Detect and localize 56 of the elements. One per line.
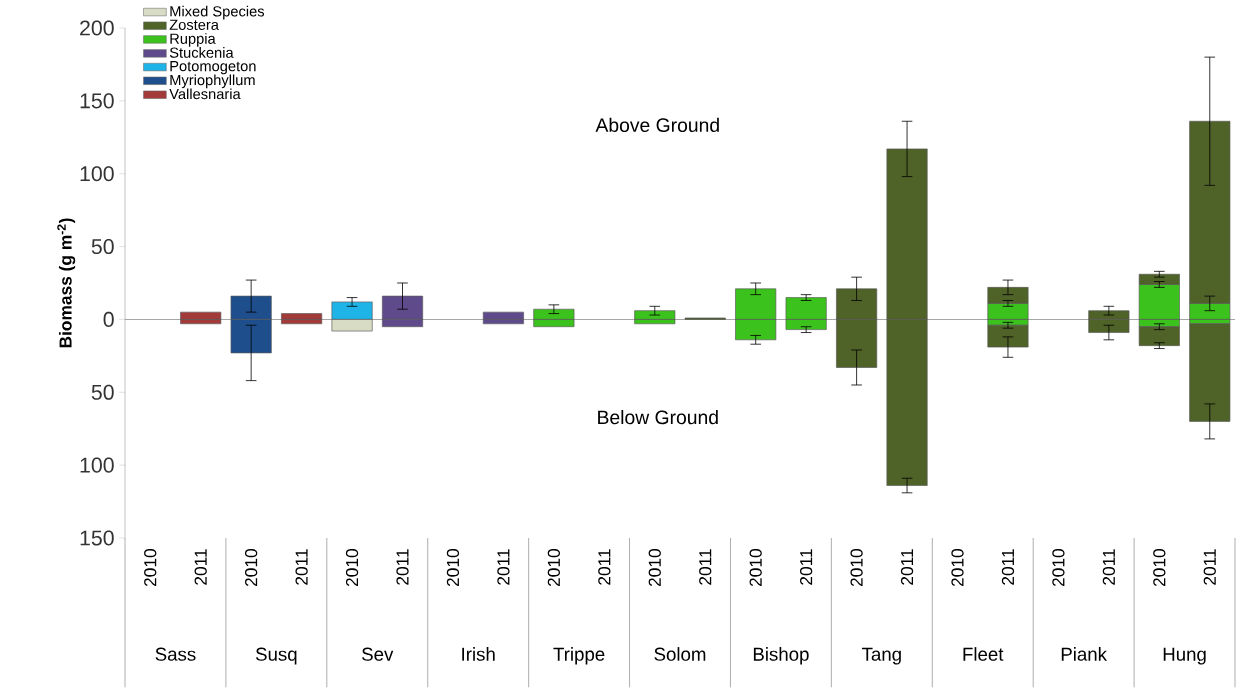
legend-label: Vallesnaria xyxy=(169,88,241,100)
y-tick-label: 200 xyxy=(80,20,114,36)
x-tick-label: 2010 xyxy=(648,549,661,587)
x-tick-label: 2010 xyxy=(1153,549,1166,587)
y-axis-title: Biomass (g m$^{-2}$) xyxy=(57,218,76,348)
bar xyxy=(281,313,323,320)
x-tick-label: 2010 xyxy=(1052,549,1065,587)
text: Sev xyxy=(362,647,394,661)
x-tick-label: 2010 xyxy=(951,549,964,587)
x-tick-label: 2011 xyxy=(598,549,611,585)
y-tick-label: 100 xyxy=(80,166,114,182)
text: Hung xyxy=(1163,647,1206,665)
y-tick-label: 150 xyxy=(80,93,114,109)
y-tick-label: 150 xyxy=(80,530,114,546)
x-tick-label: 2010 xyxy=(850,549,863,587)
bar xyxy=(180,311,222,320)
x-tick-label: 2011 xyxy=(396,549,409,585)
bar xyxy=(482,311,524,320)
legend-label: Myriophyllum xyxy=(170,74,255,89)
bar xyxy=(634,310,676,320)
y-tick-label: 0 xyxy=(103,311,114,327)
x-tick-label: 2010 xyxy=(345,549,359,587)
text: Bishop xyxy=(753,647,809,665)
x-tick-label: 2011 xyxy=(1203,549,1216,585)
text: Piank xyxy=(1061,647,1108,661)
legend-label: Stuckenia xyxy=(169,47,234,58)
x-tick-label: 2011 xyxy=(900,549,914,585)
text: Trippe xyxy=(553,647,605,665)
annotation: Above Ground xyxy=(595,117,719,132)
x-tick-label: 2011 xyxy=(295,549,308,585)
y-tick-label: 50 xyxy=(91,239,114,255)
legend-label: Zostera xyxy=(169,19,219,30)
x-tick-label: 2011 xyxy=(497,549,510,585)
legend-label: Mixed Species xyxy=(170,5,265,20)
y-tick-label: 50 xyxy=(91,384,114,400)
text: Susq xyxy=(255,647,297,665)
x-tick-label: 2011 xyxy=(699,549,712,585)
x-tick-label: 2011 xyxy=(800,549,813,585)
x-tick-label: 2011 xyxy=(1001,549,1015,585)
text: Tang xyxy=(862,647,901,665)
x-tick-label: 2010 xyxy=(144,549,157,587)
x-tick-label: 2010 xyxy=(446,549,460,587)
x-tick-label: 2010 xyxy=(245,549,258,587)
text: Fleet xyxy=(963,647,1004,661)
legend-label: Ruppia xyxy=(170,33,216,47)
text: Sass xyxy=(155,647,196,661)
x-tick-label: 2011 xyxy=(194,549,207,585)
y-tick-label: 100 xyxy=(80,457,114,473)
x-tick-label: 2010 xyxy=(547,549,561,587)
legend-label: Potomogeton xyxy=(170,61,256,75)
annotation: Below Ground xyxy=(598,410,718,425)
text: Irish xyxy=(462,647,495,661)
bar xyxy=(1189,323,1231,422)
x-tick-label: 2011 xyxy=(1102,549,1115,585)
text: Solom xyxy=(654,647,706,661)
x-tick-label: 2010 xyxy=(749,549,762,587)
